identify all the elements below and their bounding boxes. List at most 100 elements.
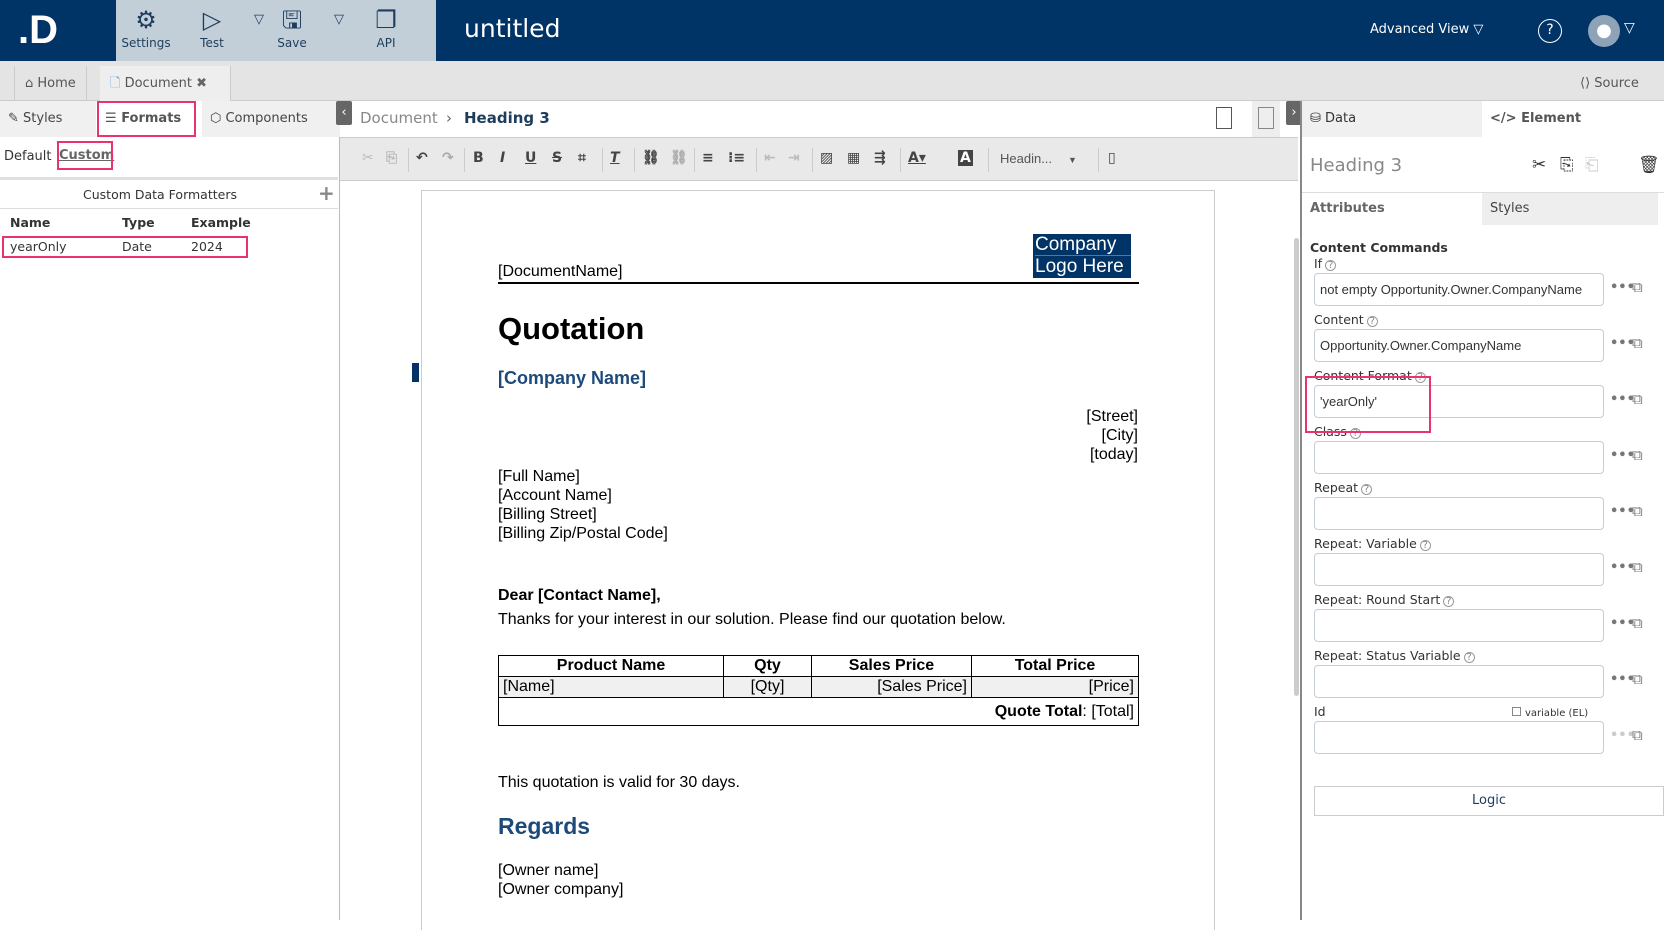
- numbered-list-icon[interactable]: ≡: [702, 150, 714, 166]
- help-icon[interactable]: ?: [1463, 652, 1475, 663]
- external-link-icon[interactable]: ⧉: [1632, 726, 1643, 744]
- tab-data[interactable]: ⛁ Data: [1302, 101, 1482, 137]
- tab-components[interactable]: ⬡ Components: [202, 101, 340, 137]
- repeat-input[interactable]: [1314, 497, 1604, 530]
- avatar[interactable]: ●: [1588, 15, 1620, 47]
- tab-element[interactable]: </> Element: [1490, 111, 1582, 126]
- external-link-icon[interactable]: ⧉: [1632, 446, 1643, 464]
- italic-icon[interactable]: I: [500, 150, 506, 166]
- portrait-page-icon[interactable]: [1216, 107, 1232, 129]
- more-icon[interactable]: •••: [1610, 616, 1635, 631]
- test-button[interactable]: ▷ Test: [182, 4, 242, 50]
- tab-attributes[interactable]: Attributes: [1310, 201, 1385, 216]
- external-link-icon[interactable]: ⧉: [1632, 558, 1643, 576]
- more-icon[interactable]: •••: [1610, 728, 1635, 743]
- collapse-left-icon[interactable]: ‹: [336, 101, 352, 125]
- trash-icon[interactable]: 🗑: [1638, 155, 1660, 175]
- clear-format-icon[interactable]: T: [610, 150, 620, 166]
- external-link-icon[interactable]: ⧉: [1632, 334, 1643, 352]
- id-label: Id: [1314, 704, 1326, 719]
- settings-button[interactable]: ⚙ Settings: [116, 4, 176, 50]
- id-input[interactable]: [1314, 721, 1604, 754]
- user-menu-caret-icon[interactable]: ▽: [1624, 20, 1635, 36]
- repeat-status-variable-input[interactable]: [1314, 665, 1604, 698]
- tab-document[interactable]: 🗋 Document ✖: [100, 66, 231, 101]
- unlink-icon[interactable]: ⛓: [670, 150, 688, 166]
- logic-button[interactable]: Logic: [1314, 786, 1664, 816]
- if-input[interactable]: not empty Opportunity.Owner.CompanyName: [1314, 273, 1604, 306]
- tab-formats[interactable]: ☰ Formats: [97, 101, 196, 137]
- subtab-default[interactable]: Default: [4, 149, 52, 164]
- more-icon[interactable]: •••: [1610, 504, 1635, 519]
- indent-icon[interactable]: ⇥: [788, 150, 800, 166]
- more-icon[interactable]: •••: [1610, 560, 1635, 575]
- save-button[interactable]: 🖫 Save: [262, 4, 322, 50]
- add-formatter-button[interactable]: +: [318, 181, 335, 205]
- document-page[interactable]: [DocumentName] Company Logo Here Quotatio…: [421, 190, 1215, 930]
- breadcrumb-document[interactable]: Document: [360, 109, 438, 127]
- more-icon[interactable]: •••: [1610, 448, 1635, 463]
- undo-icon[interactable]: ↶: [416, 150, 428, 166]
- text-color-icon[interactable]: A▾: [908, 150, 926, 166]
- table-icon[interactable]: ▦: [847, 150, 861, 166]
- tab-element-styles[interactable]: Styles: [1482, 193, 1658, 225]
- source-button[interactable]: ⟨⟩ Source: [1580, 76, 1639, 91]
- save-dropdown-icon[interactable]: ▽: [334, 12, 344, 27]
- test-dropdown-icon[interactable]: ▽: [254, 12, 264, 27]
- subtab-custom[interactable]: Custom: [57, 141, 114, 170]
- help-icon[interactable]: ?: [1538, 19, 1562, 43]
- close-icon[interactable]: ✖: [196, 76, 207, 91]
- strikethrough-icon[interactable]: S: [552, 150, 563, 166]
- advanced-view-dropdown[interactable]: Advanced View ▽: [1370, 22, 1484, 37]
- help-icon[interactable]: ?: [1414, 372, 1426, 383]
- scrollbar[interactable]: [1294, 238, 1299, 696]
- content-input[interactable]: Opportunity.Owner.CompanyName: [1314, 329, 1604, 362]
- help-icon[interactable]: ?: [1325, 260, 1337, 271]
- page-view-button[interactable]: [1252, 101, 1280, 137]
- external-link-icon[interactable]: ⧉: [1632, 278, 1643, 296]
- external-link-icon[interactable]: ⧉: [1632, 614, 1643, 632]
- copy-icon[interactable]: ⎘: [386, 150, 398, 166]
- api-button[interactable]: ❐ API: [356, 4, 416, 50]
- help-icon[interactable]: ?: [1366, 316, 1378, 327]
- style-select[interactable]: Headin... ▼: [1000, 151, 1077, 166]
- external-link-icon[interactable]: ⧉: [1632, 390, 1643, 408]
- more-icon[interactable]: •••: [1610, 672, 1635, 687]
- app-logo[interactable]: .D: [18, 8, 58, 52]
- more-icon[interactable]: •••: [1610, 280, 1635, 295]
- help-icon[interactable]: ?: [1443, 596, 1455, 607]
- tab-home[interactable]: ⌂ Home: [14, 66, 87, 101]
- bold-icon[interactable]: B: [473, 150, 484, 166]
- paste-icon[interactable]: ⎗: [1585, 155, 1599, 175]
- external-link-icon[interactable]: ⧉: [1632, 670, 1643, 688]
- redo-icon[interactable]: ↷: [442, 150, 454, 166]
- scissors-icon[interactable]: ✂: [1532, 155, 1547, 175]
- outdent-icon[interactable]: ⇤: [764, 150, 776, 166]
- more-icon[interactable]: •••: [1610, 336, 1635, 351]
- class-input[interactable]: [1314, 441, 1604, 474]
- image-icon[interactable]: ▨: [820, 150, 834, 166]
- more-icon[interactable]: •••: [1610, 392, 1635, 407]
- background-color-icon[interactable]: A: [958, 150, 973, 166]
- copy-icon[interactable]: ⎘: [1560, 155, 1574, 175]
- checkbox-icon[interactable]: [1512, 707, 1521, 716]
- cut-icon[interactable]: ✂: [362, 150, 374, 166]
- content-format-input[interactable]: 'yearOnly': [1314, 385, 1604, 418]
- underline-icon[interactable]: U: [525, 150, 537, 166]
- link-icon[interactable]: ⛓: [642, 150, 660, 166]
- source-view-icon[interactable]: ▯: [1108, 150, 1116, 166]
- collapse-right-icon[interactable]: ›: [1286, 101, 1302, 125]
- external-link-icon[interactable]: ⧉: [1632, 502, 1643, 520]
- repeat-round-start-input[interactable]: [1314, 609, 1604, 642]
- help-icon[interactable]: ?: [1361, 484, 1373, 495]
- help-icon[interactable]: ?: [1419, 540, 1431, 551]
- content-label: Content?: [1314, 312, 1378, 327]
- blockquote-icon[interactable]: ⇶: [874, 150, 886, 166]
- help-icon[interactable]: ?: [1349, 428, 1361, 439]
- repeat-variable-input[interactable]: [1314, 553, 1604, 586]
- code-icon[interactable]: ⌗: [578, 150, 586, 166]
- tab-styles[interactable]: ✎ Styles: [0, 101, 96, 137]
- bullet-list-icon[interactable]: ⁝≡: [728, 150, 746, 166]
- table-row[interactable]: yearOnly Date 2024: [2, 236, 248, 258]
- variable-checkbox[interactable]: variable (EL): [1512, 707, 1588, 719]
